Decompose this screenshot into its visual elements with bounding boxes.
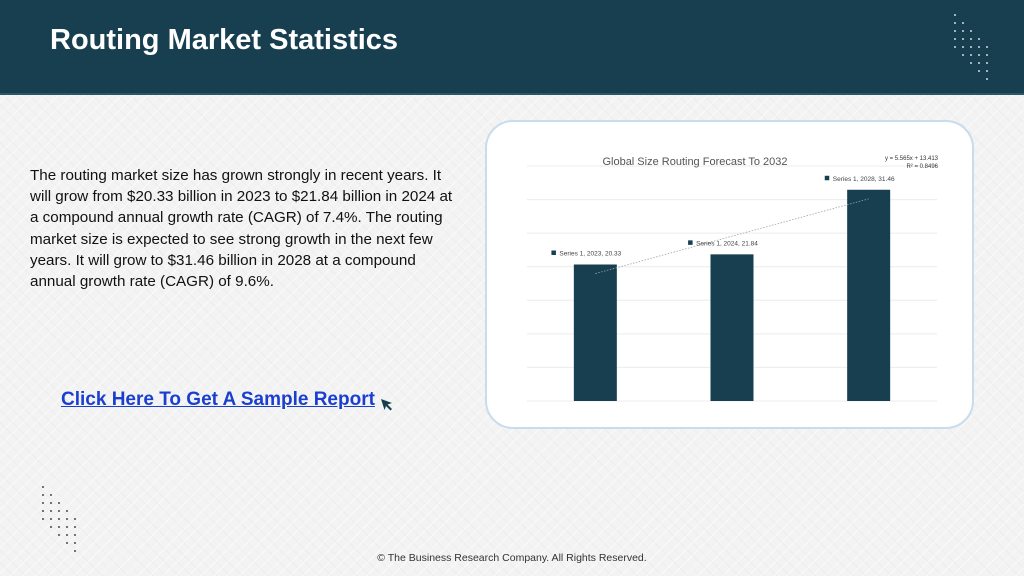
dot: [50, 510, 52, 512]
dot: [962, 22, 964, 24]
dot: [58, 534, 60, 536]
dot: [978, 62, 980, 64]
dot: [962, 38, 964, 40]
trendline: [595, 198, 869, 274]
dot: [66, 542, 68, 544]
dot: [74, 542, 76, 544]
dot: [42, 502, 44, 504]
dot: [50, 502, 52, 504]
dot: [954, 22, 956, 24]
dot: [74, 518, 76, 520]
dot: [970, 30, 972, 32]
data-label-marker: [551, 250, 556, 255]
dot: [58, 526, 60, 528]
bar-chart: Series 1, 2023, 20.33 Series 1, 2024, 21.…: [527, 156, 939, 402]
dot: [66, 534, 68, 536]
dot: [954, 38, 956, 40]
market-description: The routing market size has grown strong…: [30, 167, 453, 291]
data-label-text: Series 1, 2023, 20.33: [559, 250, 621, 257]
dot: [970, 38, 972, 40]
data-label-2023: Series 1, 2023, 20.33: [551, 250, 622, 257]
dot: [962, 46, 964, 48]
dot: [978, 46, 980, 48]
dot: [50, 518, 52, 520]
dot: [962, 30, 964, 32]
dot: [58, 502, 60, 504]
cursor-arrow-icon: [381, 399, 392, 411]
dot: [986, 78, 988, 80]
bar-2024: [710, 254, 754, 401]
dot: [50, 494, 52, 496]
dot: [74, 534, 76, 536]
dot: [954, 14, 956, 16]
trendline-r-squared: R² = 0.8496: [906, 164, 938, 170]
data-label-2024: Series 1, 2024, 21.84: [688, 240, 758, 247]
dot: [954, 46, 956, 48]
data-label-marker: [688, 240, 693, 245]
dot: [970, 46, 972, 48]
dot: [962, 54, 964, 56]
dot: [58, 518, 60, 520]
dot: [42, 518, 44, 520]
data-label-text: Series 1, 2024, 21.84: [696, 240, 758, 247]
dot: [986, 62, 988, 64]
data-label-text: Series 1, 2028, 31.46: [833, 176, 895, 183]
dot: [978, 38, 980, 40]
dot: [986, 54, 988, 56]
header-bar: Routing Market Statistics: [0, 0, 1024, 95]
dot: [74, 526, 76, 528]
dot: [970, 62, 972, 64]
page-title: Routing Market Statistics: [50, 24, 399, 56]
dot: [66, 526, 68, 528]
dot: [986, 46, 988, 48]
trendline-equation: y = 5.565x + 13.413: [885, 156, 939, 162]
dot: [986, 70, 988, 72]
dot: [954, 30, 956, 32]
bar-2023: [573, 264, 617, 401]
footer-copyright: © The Business Research Company. All Rig…: [377, 552, 647, 564]
dot: [42, 510, 44, 512]
bar-2028: [847, 189, 891, 401]
decorative-dots: [42, 486, 82, 558]
dot: [42, 486, 44, 488]
dot: [970, 54, 972, 56]
dot: [74, 550, 76, 552]
sample-report-link[interactable]: Click Here To Get A Sample Report: [61, 389, 375, 410]
dot: [50, 526, 52, 528]
dot: [978, 54, 980, 56]
dot: [58, 510, 60, 512]
dot: [66, 510, 68, 512]
data-label-2028: Series 1, 2028, 31.46: [824, 175, 895, 183]
dot: [66, 518, 68, 520]
chart-title: Global Size Routing Forecast To 2032: [602, 156, 787, 168]
data-label-marker: [824, 175, 830, 181]
chart-card: Series 1, 2023, 20.33 Series 1, 2024, 21.…: [485, 120, 974, 429]
dot: [42, 494, 44, 496]
dot: [978, 70, 980, 72]
decorative-dots: [954, 14, 994, 86]
